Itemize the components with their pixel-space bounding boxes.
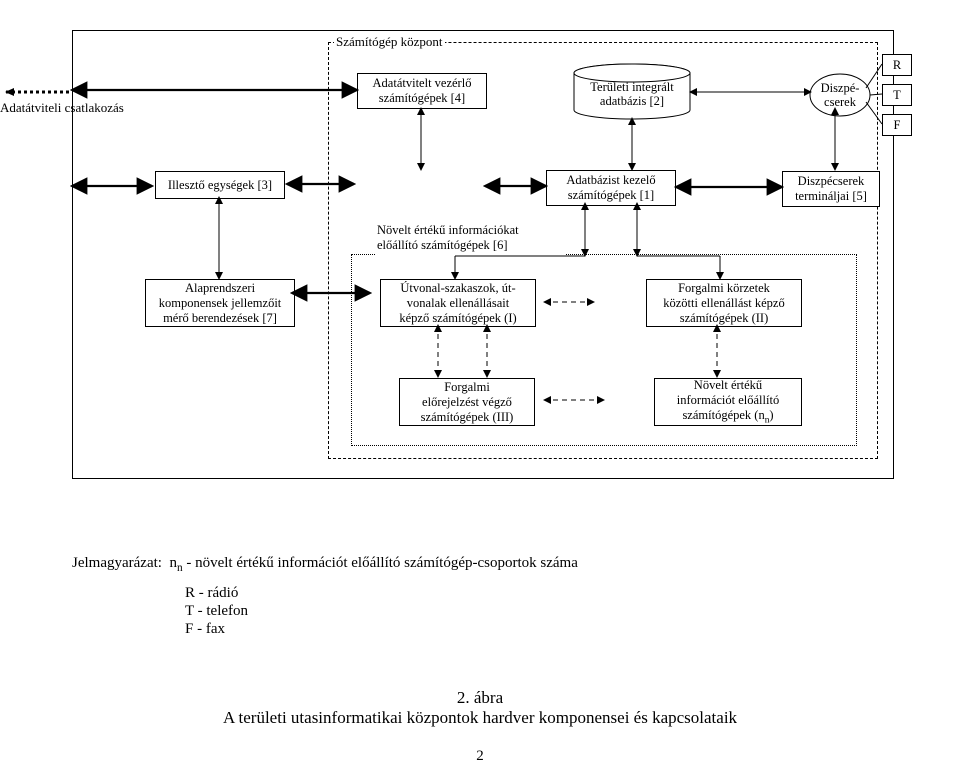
caption-text: A területi utasinformatikai központok ha…	[0, 708, 960, 728]
legend-r: R - rádió	[185, 585, 238, 602]
legend-t: T - telefon	[185, 603, 248, 620]
legend-title: Jelmagyarázat: nn - növelt értékű inform…	[72, 555, 578, 574]
rtf-connectors	[0, 0, 960, 767]
page-number: 2	[0, 748, 960, 765]
legend-nn: nn - növelt értékű információt előállító…	[169, 555, 577, 571]
legend-label: Jelmagyarázat:	[72, 555, 162, 571]
legend-f: F - fax	[185, 621, 225, 638]
caption-num: 2. ábra	[0, 688, 960, 708]
